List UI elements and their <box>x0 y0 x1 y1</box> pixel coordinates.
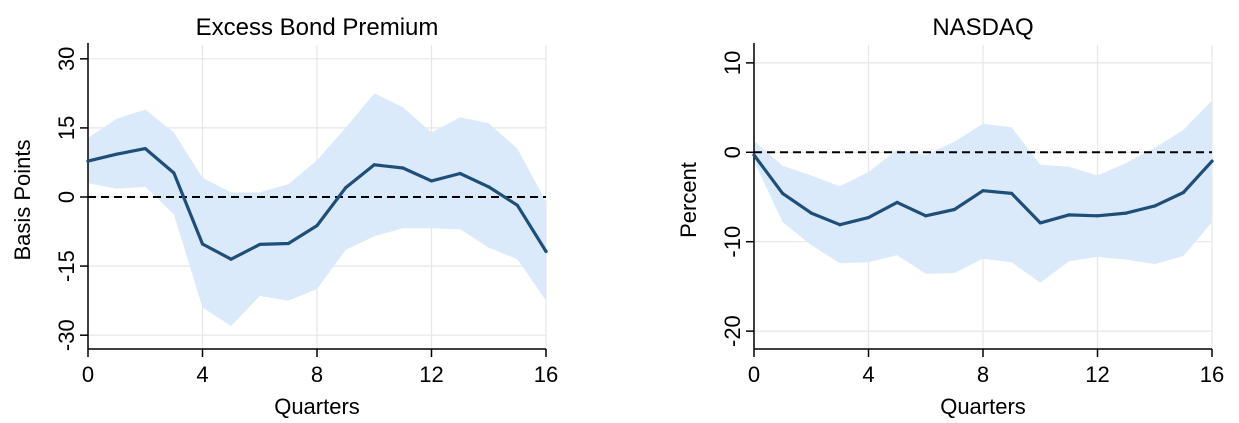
chart-title: NASDAQ <box>932 14 1033 41</box>
data-point <box>487 185 491 189</box>
y-axis-label: Basis Points <box>10 139 35 260</box>
data-point <box>372 163 376 167</box>
data-point <box>172 171 176 175</box>
x-tick-label: 0 <box>82 362 94 387</box>
data-point <box>1095 214 1100 218</box>
data-point <box>924 214 928 218</box>
y-tick-label: 0 <box>720 146 745 158</box>
x-axis-label: Quarters <box>274 394 360 418</box>
data-point <box>895 200 899 204</box>
data-point <box>401 166 405 170</box>
data-point <box>781 191 785 196</box>
data-point <box>952 207 956 212</box>
data-point <box>229 257 233 261</box>
data-point <box>458 171 462 176</box>
y-tick-label: 0 <box>54 191 79 203</box>
x-tick-label: 16 <box>534 362 558 387</box>
data-point <box>429 179 434 183</box>
data-point <box>1153 204 1157 208</box>
confidence-band <box>88 93 546 327</box>
y-tick-label: -15 <box>54 250 79 282</box>
y-tick-label: 15 <box>54 116 79 140</box>
data-point <box>143 147 147 151</box>
x-tick-label: 12 <box>1085 362 1109 387</box>
y-tick-label: 30 <box>54 47 79 71</box>
y-tick-label: -10 <box>720 226 745 258</box>
data-point <box>515 203 519 207</box>
data-point <box>1067 213 1071 217</box>
data-point <box>286 241 290 246</box>
x-axis-label: Quarters <box>940 394 1026 418</box>
data-point <box>544 249 548 253</box>
x-tick-label: 8 <box>311 362 323 387</box>
data-point <box>1181 190 1185 195</box>
data-point <box>752 153 756 157</box>
x-tick-label: 8 <box>977 362 989 387</box>
y-tick-label: 10 <box>720 51 745 75</box>
x-tick-label: 12 <box>419 362 443 387</box>
data-point <box>1210 159 1214 163</box>
data-point <box>1010 191 1014 196</box>
data-point <box>866 215 871 220</box>
data-point <box>200 242 205 246</box>
data-point <box>344 186 348 190</box>
data-point <box>115 152 119 156</box>
data-point <box>315 223 319 228</box>
data-point <box>981 189 985 193</box>
data-point <box>1124 211 1128 215</box>
x-tick-label: 0 <box>748 362 760 387</box>
y-axis-label: Percent <box>676 162 701 238</box>
data-point <box>809 211 813 215</box>
data-point <box>86 159 90 163</box>
panel-excess-bond-premium: Excess Bond Premium Quarters Basis Point… <box>10 14 558 419</box>
y-tick-label: -20 <box>720 315 745 347</box>
data-point <box>1038 221 1042 225</box>
y-tick-label: -30 <box>54 319 79 351</box>
x-tick-label: 4 <box>196 362 208 387</box>
x-tick-label: 4 <box>862 362 874 387</box>
data-point <box>838 223 842 227</box>
x-tick-label: 16 <box>1200 362 1224 387</box>
chart-title: Excess Bond Premium <box>196 14 439 41</box>
panel-nasdaq: NASDAQ Quarters Percent 0 4 8 12 16 -20 -10 0 10 <box>676 14 1224 419</box>
data-point <box>258 242 262 247</box>
